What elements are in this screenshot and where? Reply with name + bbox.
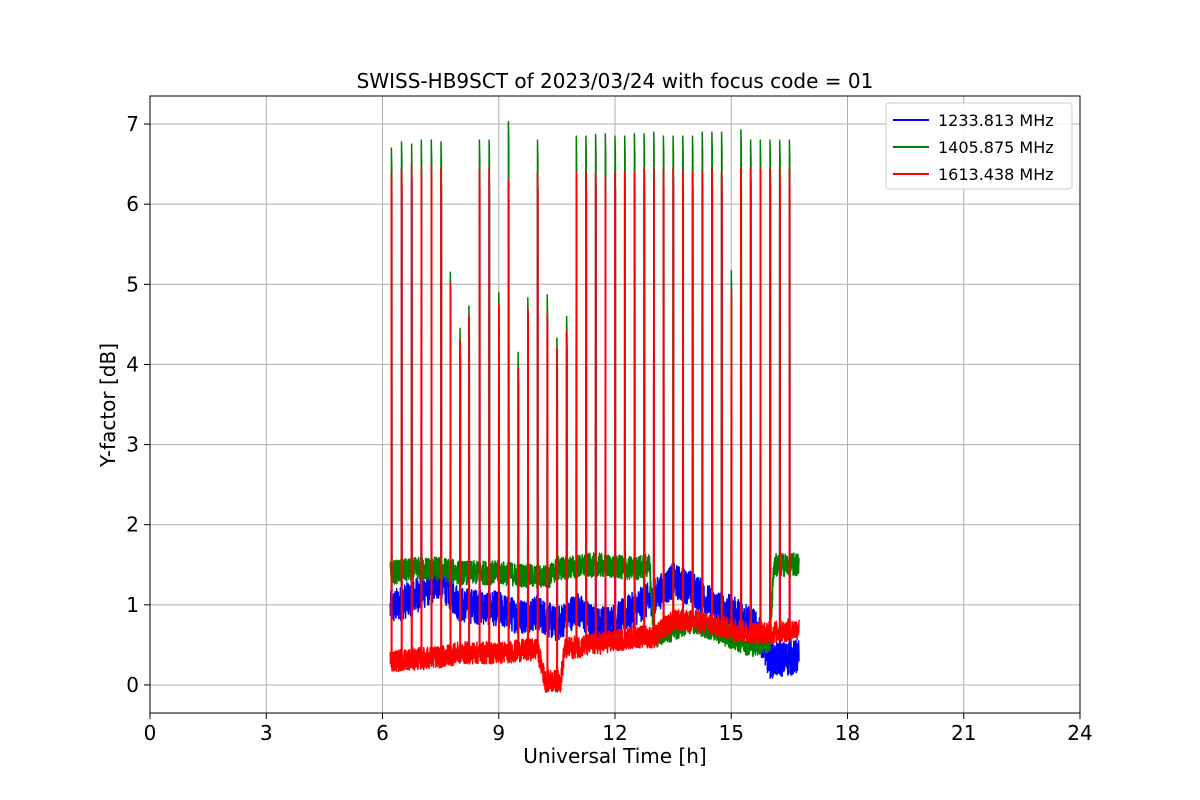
x-tick-label: 21 [951, 721, 976, 745]
y-tick-label: 0 [126, 673, 139, 697]
series-line-2 [389, 163, 800, 693]
x-axis-label: Universal Time [h] [523, 744, 706, 768]
chart-title: SWISS-HB9SCT of 2023/03/24 with focus co… [357, 69, 874, 93]
y-tick-label: 4 [126, 352, 139, 376]
legend-label: 1233.813 MHz [938, 111, 1054, 130]
x-tick-label: 9 [492, 721, 505, 745]
series-lines [389, 120, 800, 693]
y-axis-ticks: 0 1 2 3 4 5 6 7 [126, 112, 150, 697]
y-axis-label: Y-factor [dB] [96, 343, 120, 468]
y-tick-label: 3 [126, 433, 139, 457]
x-tick-label: 0 [144, 721, 157, 745]
legend: 1233.813 MHz 1405.875 MHz 1613.438 MHz [885, 102, 1073, 190]
x-tick-label: 18 [835, 721, 860, 745]
legend-label: 1613.438 MHz [938, 165, 1054, 184]
y-tick-label: 6 [126, 192, 139, 216]
x-tick-label: 15 [719, 721, 744, 745]
x-tick-label: 6 [376, 721, 389, 745]
legend-box [885, 102, 1073, 190]
x-tick-label: 24 [1067, 721, 1092, 745]
y-tick-label: 7 [126, 112, 139, 136]
plot-area [389, 120, 800, 693]
x-axis-ticks: 0 3 6 9 12 15 18 21 24 [144, 713, 1093, 745]
y-tick-label: 1 [126, 593, 139, 617]
y-tick-label: 5 [126, 272, 139, 296]
series-line-1 [389, 120, 800, 658]
legend-label: 1405.875 MHz [938, 138, 1054, 157]
y-tick-label: 2 [126, 513, 139, 537]
x-tick-label: 12 [602, 721, 627, 745]
x-tick-label: 3 [260, 721, 273, 745]
